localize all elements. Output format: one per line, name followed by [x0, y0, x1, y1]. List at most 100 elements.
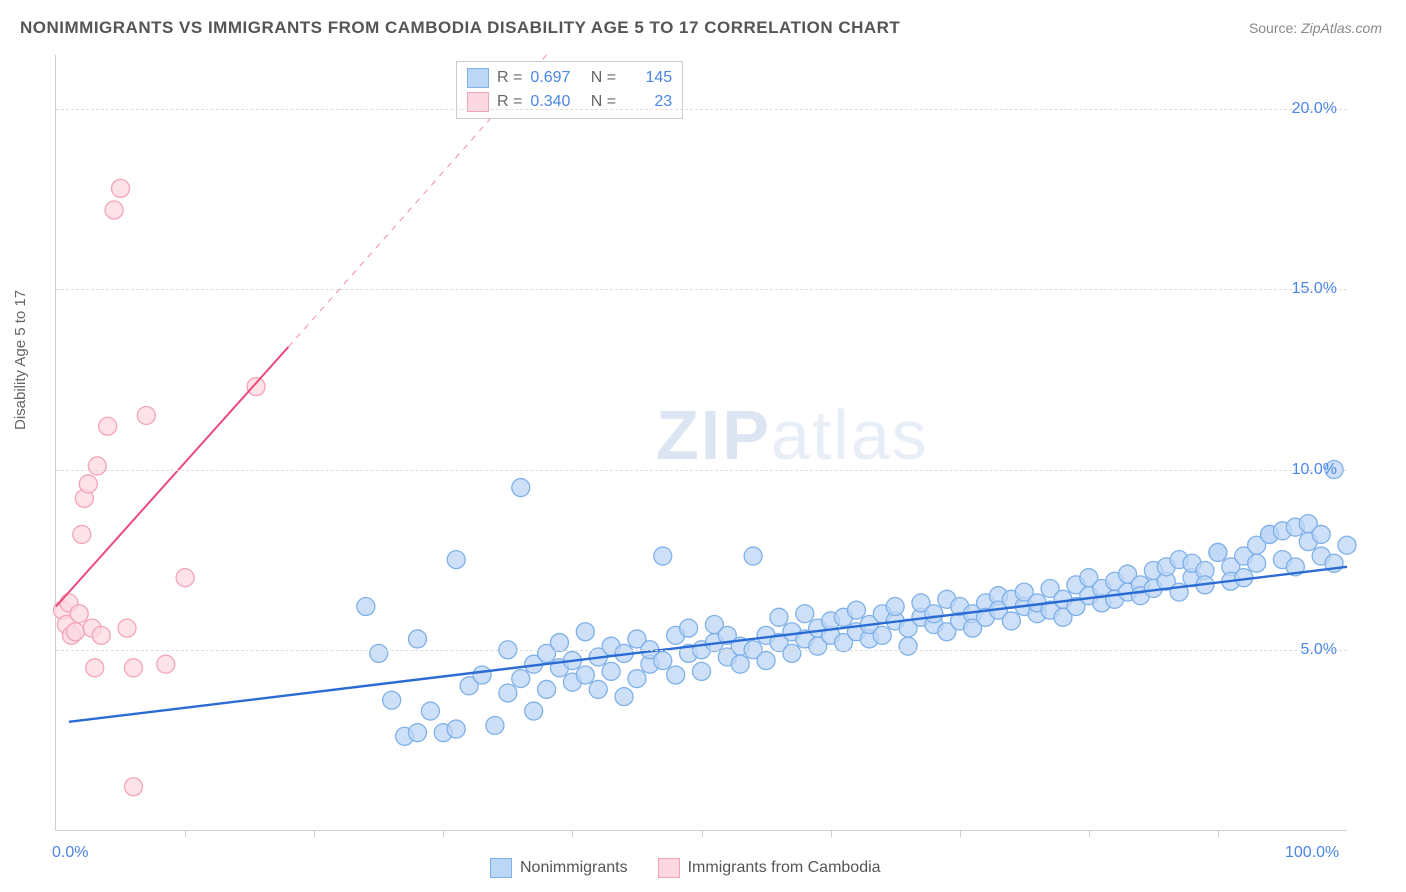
data-point	[576, 623, 594, 641]
data-point	[473, 666, 491, 684]
data-point	[370, 644, 388, 662]
swatch-icon	[658, 858, 680, 878]
xtick	[572, 830, 573, 837]
data-point	[124, 778, 142, 796]
data-point	[176, 569, 194, 587]
statbox-row: R =0.340 N = 23	[467, 90, 672, 114]
data-point	[421, 702, 439, 720]
legend-label: Immigrants from Cambodia	[688, 859, 881, 877]
data-point	[628, 670, 646, 688]
data-point	[899, 637, 917, 655]
y-axis-label: Disability Age 5 to 17	[12, 290, 29, 430]
data-point	[576, 666, 594, 684]
data-point	[654, 652, 672, 670]
data-point	[383, 691, 401, 709]
data-point	[615, 688, 633, 706]
stat-r-value: 0.697	[530, 69, 578, 87]
data-point	[783, 644, 801, 662]
data-point	[447, 720, 465, 738]
ytick-label: 5.0%	[1301, 641, 1337, 659]
statbox-row: R = 0.697 N = 145	[467, 66, 672, 90]
trend-line-nonimmigrants	[69, 567, 1347, 722]
legend-item: Nonimmigrants	[490, 858, 628, 878]
gridline	[56, 109, 1347, 110]
xtick	[1218, 830, 1219, 837]
data-point	[499, 684, 517, 702]
ytick-label: 15.0%	[1292, 280, 1337, 298]
xtick-label: 100.0%	[1285, 844, 1339, 862]
ytick-label: 10.0%	[1292, 461, 1337, 479]
swatch-icon	[490, 858, 512, 878]
data-point	[92, 626, 110, 644]
data-point	[157, 655, 175, 673]
gridline	[56, 470, 1347, 471]
data-point	[124, 659, 142, 677]
data-point	[525, 702, 543, 720]
xtick	[1089, 830, 1090, 837]
data-point	[757, 652, 775, 670]
data-point	[770, 608, 788, 626]
swatch-icon	[467, 68, 489, 88]
data-point	[408, 724, 426, 742]
data-point	[512, 670, 530, 688]
stat-r-label: R =	[497, 69, 522, 87]
data-point	[693, 662, 711, 680]
data-point	[66, 623, 84, 641]
data-point	[99, 417, 117, 435]
data-point	[667, 666, 685, 684]
plot-area: ZIPatlas R =0.697 N =145R =0.340 N = 23 …	[55, 55, 1347, 831]
stat-n-label: N =	[586, 69, 616, 87]
data-point	[486, 716, 504, 734]
stat-n-value: 145	[624, 69, 672, 87]
xtick	[960, 830, 961, 837]
data-point	[408, 630, 426, 648]
data-point	[88, 457, 106, 475]
data-point	[589, 680, 607, 698]
data-point	[731, 655, 749, 673]
source-label: Source:	[1249, 20, 1297, 36]
data-point	[118, 619, 136, 637]
legend-item: Immigrants from Cambodia	[658, 858, 881, 878]
xtick	[185, 830, 186, 837]
data-point	[602, 662, 620, 680]
data-point	[796, 605, 814, 623]
bottom-legend: Nonimmigrants Immigrants from Cambodia	[490, 858, 881, 878]
data-point	[1002, 612, 1020, 630]
data-point	[680, 619, 698, 637]
data-point	[79, 475, 97, 493]
data-point	[925, 605, 943, 623]
data-point	[873, 626, 891, 644]
xtick	[831, 830, 832, 837]
xtick	[702, 830, 703, 837]
xtick-label: 0.0%	[52, 844, 88, 862]
chart-title: NONIMMIGRANTS VS IMMIGRANTS FROM CAMBODI…	[20, 18, 900, 38]
data-point	[70, 605, 88, 623]
data-point	[744, 547, 762, 565]
source-attribution: Source: ZipAtlas.com	[1249, 20, 1382, 36]
data-point	[538, 680, 556, 698]
data-point	[512, 479, 530, 497]
ytick-label: 20.0%	[1292, 100, 1337, 118]
data-point	[357, 598, 375, 616]
xtick	[443, 830, 444, 837]
legend-label: Nonimmigrants	[520, 859, 628, 877]
data-point	[847, 601, 865, 619]
gridline	[56, 289, 1347, 290]
data-point	[105, 201, 123, 219]
data-point	[137, 406, 155, 424]
data-point	[886, 598, 904, 616]
correlation-statbox: R = 0.697 N = 145 R =0.340 N = 23	[456, 61, 683, 119]
data-point	[1248, 554, 1266, 572]
data-point	[1209, 543, 1227, 561]
data-point	[247, 378, 265, 396]
data-point	[1338, 536, 1356, 554]
gridline	[56, 650, 1347, 651]
source-value: ZipAtlas.com	[1301, 20, 1382, 36]
chart-svg	[56, 55, 1347, 830]
xtick	[314, 830, 315, 837]
data-point	[447, 551, 465, 569]
data-point	[1312, 525, 1330, 543]
data-point	[112, 179, 130, 197]
data-point	[654, 547, 672, 565]
data-point	[73, 525, 91, 543]
